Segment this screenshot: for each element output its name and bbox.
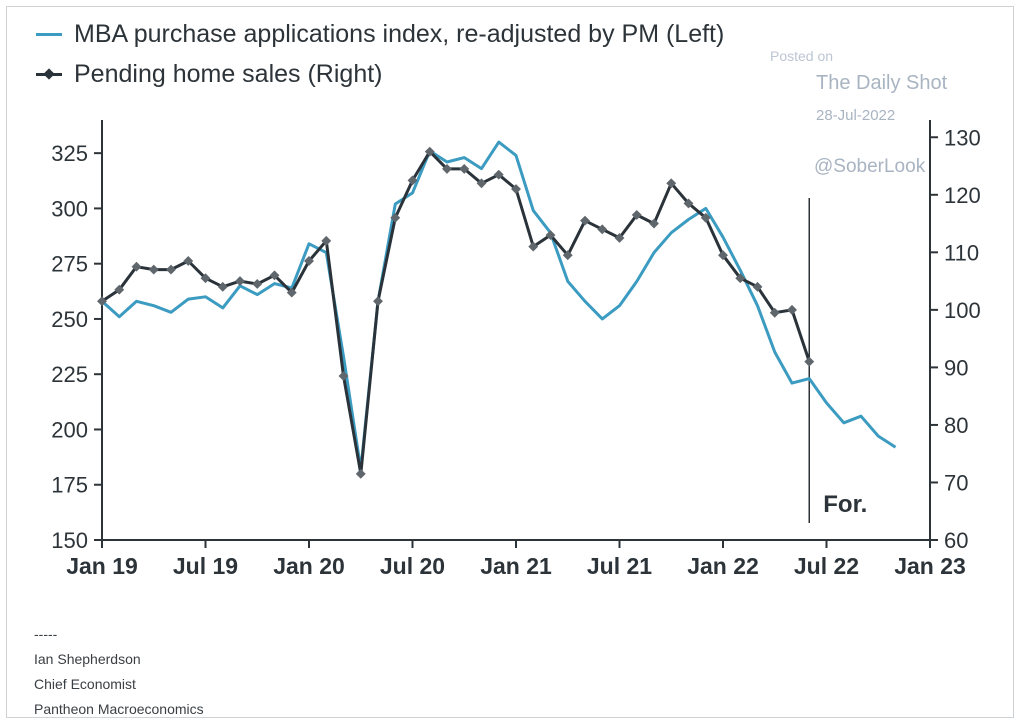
legend-label-pending: Pending home sales (Right)	[74, 59, 383, 88]
series-marker-pending	[562, 250, 573, 261]
y-left-tick-label: 225	[51, 362, 88, 387]
series-marker-pending	[476, 178, 487, 189]
y-left-tick-label: 200	[51, 417, 88, 442]
series-marker-pending	[580, 215, 590, 226]
x-tick-label: Jan 20	[273, 553, 345, 579]
footer-credits: ----- Ian Shepherdson Chief Economist Pa…	[34, 622, 204, 722]
x-tick-label: Jan 22	[687, 553, 759, 579]
series-marker-pending	[614, 232, 625, 243]
y-left-tick-label: 300	[51, 196, 88, 221]
y-left-tick-label: 275	[51, 252, 88, 277]
x-tick-label: Jan 21	[480, 553, 552, 579]
chart-legend: MBA purchase applications index, re-adju…	[36, 14, 724, 94]
series-marker-pending	[338, 371, 349, 381]
series-marker-pending	[235, 276, 245, 287]
legend-item-pending: Pending home sales (Right)	[36, 54, 724, 94]
legend-swatch-mba	[36, 32, 62, 36]
series-marker-pending	[407, 175, 418, 186]
footer-name: Ian Shepherdson	[34, 651, 141, 667]
series-marker-pending	[269, 270, 280, 281]
series-marker-pending	[769, 307, 780, 318]
x-tick-label: Jan 19	[66, 553, 138, 579]
series-marker-pending	[200, 273, 211, 284]
series-marker-pending	[166, 264, 176, 275]
x-tick-label: Jul 20	[380, 553, 445, 579]
y-left-tick-label: 175	[51, 473, 88, 498]
footer-separator: -----	[34, 626, 58, 642]
y-right-tick-label: 90	[944, 355, 968, 380]
x-tick-label: Jul 19	[173, 553, 238, 579]
y-right-tick-label: 100	[944, 298, 981, 323]
series-marker-pending	[442, 163, 452, 174]
series-marker-pending	[459, 163, 470, 174]
legend-item-mba: MBA purchase applications index, re-adju…	[36, 14, 724, 54]
series-marker-pending	[131, 261, 142, 272]
series-marker-pending	[666, 178, 677, 189]
series-marker-pending	[700, 212, 711, 223]
series-marker-pending	[597, 224, 608, 235]
footer-org: Pantheon Macroeconomics	[34, 701, 204, 717]
watermark-date: 28-Jul-2022	[816, 107, 896, 124]
series-marker-pending	[321, 235, 332, 246]
series-marker-pending	[752, 281, 763, 292]
x-tick-label: Jul 21	[587, 553, 652, 579]
series-line-pending	[101, 150, 811, 476]
forecast-label: For.	[823, 491, 867, 518]
series-marker-pending	[528, 241, 539, 252]
series-marker-pending	[148, 264, 159, 275]
watermark-posted: Posted on	[770, 48, 834, 64]
y-right-tick-label: 60	[944, 528, 968, 553]
legend-label-mba: MBA purchase applications index, re-adju…	[74, 19, 725, 48]
watermark-handle: @SoberLook	[814, 156, 926, 177]
x-tick-label: Jul 22	[794, 553, 859, 579]
series-marker-pending	[373, 296, 383, 307]
series-marker-pending	[787, 304, 797, 315]
series-marker-pending	[511, 184, 521, 194]
y-right-tick-label: 70	[944, 470, 968, 495]
series-marker-pending	[735, 273, 746, 284]
series-marker-pending	[424, 146, 435, 157]
series-line-mba	[101, 140, 897, 471]
series-marker-pending	[493, 169, 504, 180]
y-left-tick-label: 325	[51, 141, 88, 166]
series-marker-pending	[804, 356, 815, 367]
series-marker-pending	[217, 281, 228, 292]
series-marker-pending	[545, 230, 556, 241]
y-right-tick-label: 120	[944, 183, 981, 208]
series-marker-pending	[304, 256, 314, 266]
x-tick-label: Jan 23	[894, 553, 966, 579]
y-right-tick-label: 80	[944, 413, 968, 438]
series-marker-pending	[183, 256, 194, 266]
chart-frame	[6, 6, 1014, 718]
legend-swatch-pending	[36, 67, 62, 80]
series-marker-pending	[390, 212, 401, 223]
series-marker-pending	[649, 218, 659, 229]
y-right-tick-label: 110	[944, 240, 979, 265]
series-marker-pending	[718, 250, 728, 261]
series-marker-pending	[252, 279, 263, 289]
series-marker-pending	[631, 209, 642, 220]
y-left-tick-label: 250	[51, 307, 88, 332]
watermark-site: The Daily Shot	[816, 72, 948, 94]
series-marker-pending	[286, 287, 297, 298]
y-left-tick-label: 150	[51, 528, 88, 553]
series-marker-pending	[355, 468, 366, 479]
footer-role: Chief Economist	[34, 676, 136, 692]
series-marker-pending	[683, 198, 694, 209]
y-right-tick-label: 130	[944, 125, 981, 150]
